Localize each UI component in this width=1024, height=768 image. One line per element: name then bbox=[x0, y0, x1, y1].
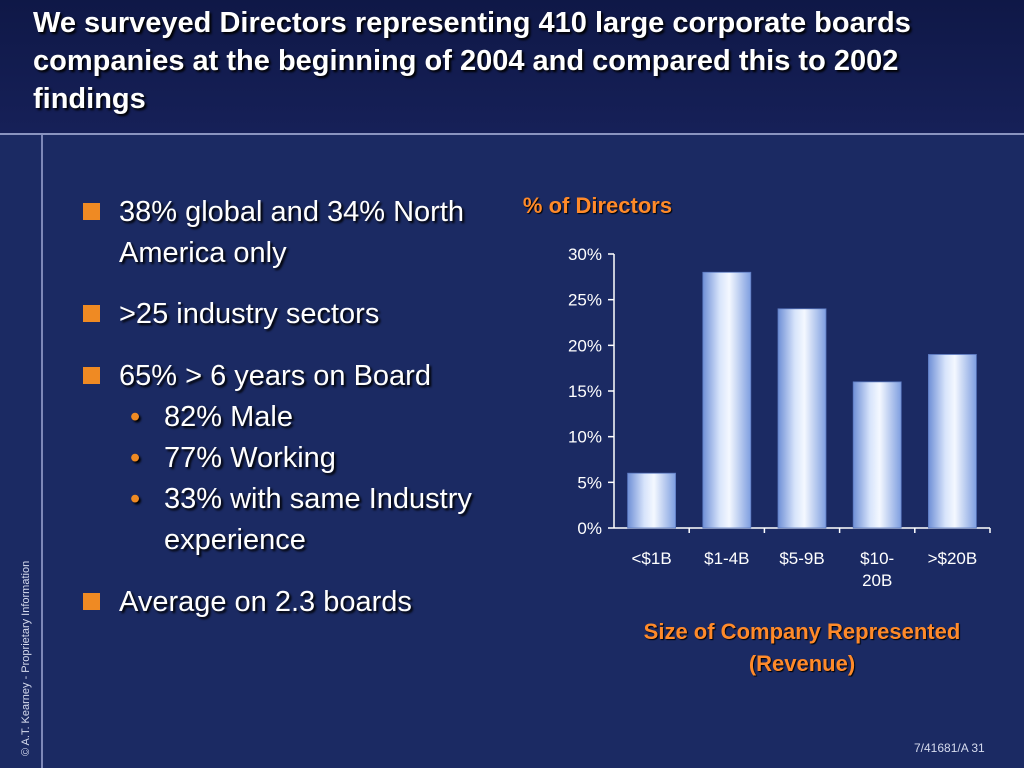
bullet-text: Average on 2.3 boards bbox=[119, 586, 412, 618]
x-tick-label-line: >$20B bbox=[928, 549, 978, 568]
x-tick-label-line: $5-9B bbox=[779, 549, 824, 568]
bar bbox=[852, 381, 902, 529]
y-tick-label: 0% bbox=[577, 519, 602, 538]
x-tick-label: $5-9B bbox=[779, 549, 824, 568]
x-tick-label: <$1B bbox=[632, 549, 672, 568]
bar bbox=[627, 472, 676, 529]
page-number: 7/41681/A 31 bbox=[914, 741, 985, 755]
x-tick-label-line: $10- bbox=[860, 549, 894, 568]
sub-bullet-text: 82% Male bbox=[164, 401, 293, 433]
y-tick-label: 25% bbox=[568, 291, 602, 310]
bar bbox=[777, 308, 827, 529]
square-bullet-icon bbox=[83, 367, 100, 384]
left-rule bbox=[41, 135, 43, 768]
sub-bullet-text: 33% with same Industry experience bbox=[164, 483, 472, 556]
x-tick-label: $10- 20B bbox=[860, 549, 894, 590]
bullet-text: 65% > 6 years on Board bbox=[119, 360, 431, 392]
x-tick-label-line: $1-4B bbox=[704, 549, 749, 568]
square-bullet-icon bbox=[83, 593, 100, 610]
y-tick-label: 5% bbox=[577, 473, 602, 492]
bar bbox=[928, 354, 977, 529]
x-tick-label: $1-4B bbox=[704, 549, 749, 568]
dot-bullet-icon: • bbox=[130, 401, 141, 433]
title-bar: We surveyed Directors representing 410 l… bbox=[0, 0, 1024, 135]
bullet-text: >25 industry sectors bbox=[119, 298, 380, 330]
y-tick-label: 30% bbox=[568, 245, 602, 264]
y-tick-label: 15% bbox=[568, 382, 602, 401]
chart-title: % of Directors bbox=[522, 193, 673, 218]
dot-bullet-icon: • bbox=[130, 483, 141, 515]
y-tick-label: 10% bbox=[568, 428, 602, 447]
bar bbox=[702, 271, 752, 529]
y-tick-label: 20% bbox=[568, 336, 602, 355]
slide-title: We surveyed Directors representing 410 l… bbox=[33, 7, 911, 115]
x-tick-label-line: 20B bbox=[862, 571, 892, 590]
x-axis-title: Size of Company Represented (Revenue) bbox=[643, 619, 961, 676]
sub-bullet-text: 77% Working bbox=[164, 442, 336, 474]
bullet-text: 38% global and 34% North America only bbox=[119, 196, 465, 269]
square-bullet-icon bbox=[83, 203, 100, 220]
x-tick-label-line: <$1B bbox=[632, 549, 672, 568]
square-bullet-icon bbox=[83, 305, 100, 322]
dot-bullet-icon: • bbox=[130, 442, 141, 474]
x-tick-label: >$20B bbox=[928, 549, 978, 568]
